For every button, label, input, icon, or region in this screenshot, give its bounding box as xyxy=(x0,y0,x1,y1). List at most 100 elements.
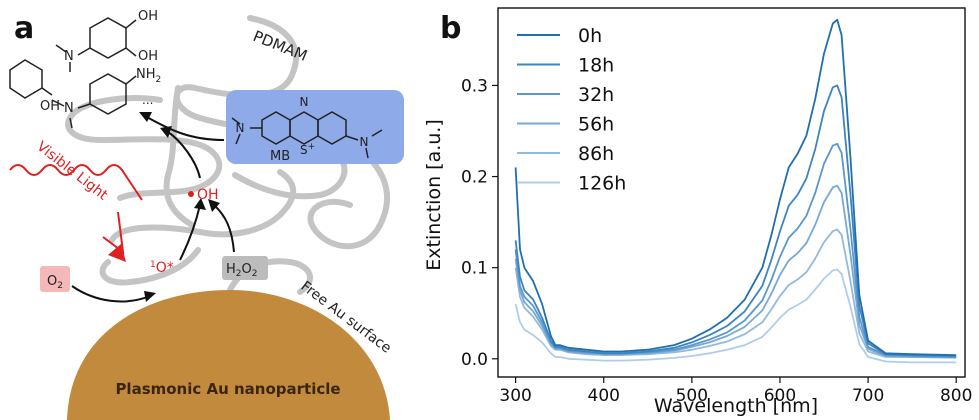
bond-n2-me2 xyxy=(69,117,73,129)
y-tick-label: 0.2 xyxy=(461,168,488,188)
gold-nanoparticle xyxy=(67,290,390,420)
mb-bond-right xyxy=(345,135,359,141)
x-tick-label: 800 xyxy=(940,386,972,406)
o2-box xyxy=(40,266,70,292)
oh-phenol: OH xyxy=(40,99,60,114)
h2o2-h: H xyxy=(226,262,236,277)
h2o2-o: O xyxy=(242,262,252,277)
n-label-1: N xyxy=(64,49,74,64)
ring-aniline xyxy=(89,73,127,115)
plot-frame xyxy=(497,7,966,378)
panel-a-label: a xyxy=(14,11,34,46)
mb-me-l2 xyxy=(235,133,241,145)
bond-n2 xyxy=(77,103,91,109)
polymer-chain-3 xyxy=(307,137,391,250)
polymer-chain-6 xyxy=(163,85,195,228)
series-line-0h xyxy=(514,18,957,356)
visible-light-arrowhead xyxy=(108,244,126,262)
n-label-2: N xyxy=(64,101,74,116)
o2-main: O xyxy=(47,274,57,289)
arrow-mb-to-products xyxy=(144,115,225,141)
plot-area xyxy=(514,18,957,364)
series-line-86h xyxy=(514,228,957,359)
polymer-chain-4 xyxy=(109,169,297,243)
arrow-o2-to-1o xyxy=(71,285,151,303)
mb-me-r1 xyxy=(371,129,383,137)
chart-axes: 300 400 500 600 700 800 0.0 0.1 0.2 0.3 xyxy=(461,7,972,406)
bond-oh1 xyxy=(125,19,137,29)
polymer-chain-2 xyxy=(65,95,223,201)
bond-nh2 xyxy=(125,75,137,85)
legend-entry-86h: 86h xyxy=(578,143,614,165)
mb-n-left: N xyxy=(236,121,245,135)
hydroxyl-radical: OH xyxy=(197,187,219,203)
chart-legend: 0h 18h 32h 56h 86h 126h xyxy=(517,25,626,195)
mb-me-r2 xyxy=(365,147,369,159)
bond-n1 xyxy=(77,47,91,56)
series-line-56h xyxy=(514,184,957,358)
singlet-oxygen: 1O* xyxy=(150,260,174,276)
oh-top-2: OH xyxy=(138,49,158,64)
ring-top xyxy=(89,17,127,59)
h2o2-sub2: 2 xyxy=(252,269,258,279)
o2-label: O2 xyxy=(47,274,63,291)
hydroxyl-radical-dot xyxy=(188,191,194,197)
h2o2-sub1: 2 xyxy=(236,269,242,279)
arrowhead-1o xyxy=(194,198,206,210)
arrow-oh-up xyxy=(167,131,201,179)
mb-s-letter: S xyxy=(300,143,308,157)
ring-phenol xyxy=(9,59,43,99)
arrowhead-oh xyxy=(160,126,172,138)
nh2-sub: 2 xyxy=(156,75,162,85)
y-tick-label: 0.3 xyxy=(461,76,488,96)
mb-structure xyxy=(231,111,383,159)
mb-n-right: N xyxy=(360,135,369,149)
y-tick-label: 0.0 xyxy=(461,350,488,370)
panel-a-schematic: a PDMAM Plasmonic Au nanoparticle Free A… xyxy=(9,9,404,420)
singlet-oxygen-main: O* xyxy=(156,260,174,276)
series-line-126h xyxy=(514,268,957,364)
legend-entry-0h: 0h xyxy=(578,25,602,47)
bond-n2-me1 xyxy=(51,99,65,107)
x-tick-label: 700 xyxy=(852,386,884,406)
arrowhead-h2o2 xyxy=(208,199,220,212)
x-axis-label: Wavelength [nm] xyxy=(654,395,818,417)
mb-s: S+ xyxy=(300,142,315,157)
mb-me-l1 xyxy=(231,117,241,125)
arrow-1o-to-oh xyxy=(179,204,201,261)
nanoparticle-label: Plasmonic Au nanoparticle xyxy=(115,380,340,398)
y-tick-label: 0.1 xyxy=(461,259,488,279)
products-ellipsis: ... xyxy=(142,93,153,107)
h2o2-label: H2O2 xyxy=(226,262,257,279)
bond-oh2 xyxy=(125,47,137,57)
reaction-arrows xyxy=(71,115,235,303)
panel-b-label: b xyxy=(440,11,461,46)
arrow-h2o2-to-oh xyxy=(213,204,235,253)
x-tick-label: 400 xyxy=(588,386,620,406)
legend-entry-18h: 18h xyxy=(578,55,614,77)
visible-light-label: Visible Light xyxy=(34,139,111,204)
series-line-18h xyxy=(514,84,957,357)
oh-top-1: OH xyxy=(138,9,158,24)
polymer-chain-5 xyxy=(99,247,201,286)
nh2-main: NH xyxy=(136,67,156,82)
bond-n1-me1 xyxy=(55,44,67,53)
legend-entry-56h: 56h xyxy=(578,114,614,136)
legend-entry-32h: 32h xyxy=(578,84,614,106)
h2o2-box xyxy=(222,256,268,280)
nh2-label: NH2 xyxy=(136,67,161,85)
arrowhead-o2 xyxy=(144,291,156,302)
x-tick-label: 500 xyxy=(676,386,708,406)
arrowheads xyxy=(139,112,220,302)
legend-entry-126h: 126h xyxy=(578,173,626,195)
mb-label: MB xyxy=(270,149,290,164)
mb-n-top: N xyxy=(300,95,309,109)
methylene-blue-box xyxy=(226,90,404,164)
bond-phenol-oh xyxy=(41,87,53,96)
pdmam-polymer-chains xyxy=(65,15,391,295)
singlet-oxygen-sup: 1 xyxy=(150,260,156,270)
x-tick-label: 600 xyxy=(764,386,796,406)
mb-s-charge: + xyxy=(308,142,316,152)
x-tick-label: 300 xyxy=(499,386,531,406)
